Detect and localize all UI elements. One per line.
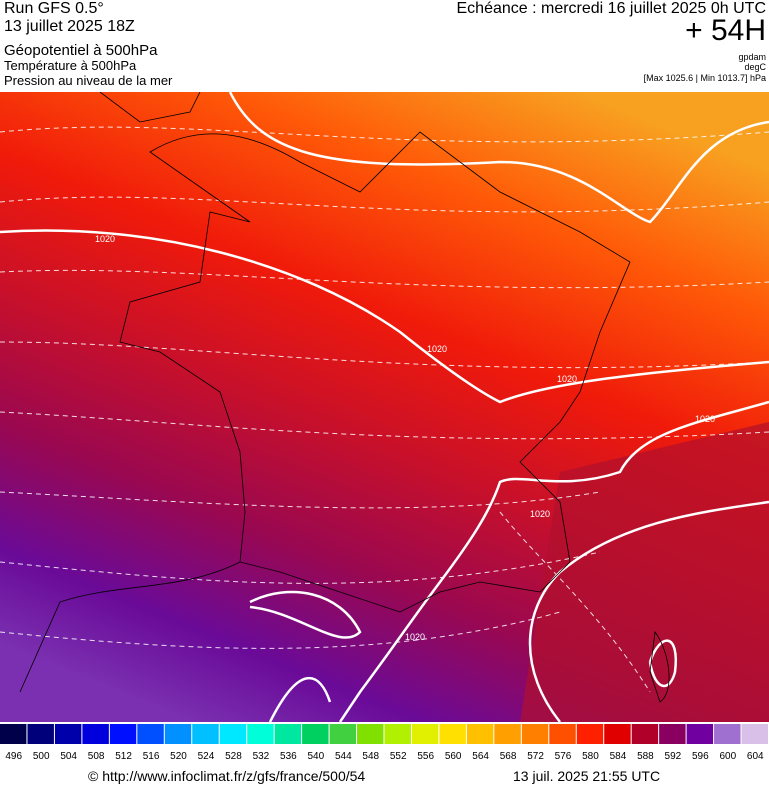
- color-swatch: [357, 724, 384, 744]
- isobar-label: 1020: [695, 414, 715, 424]
- colorbar-label: 512: [115, 751, 132, 762]
- colorbar-label: 600: [719, 751, 736, 762]
- colorbar-label: 496: [5, 751, 22, 762]
- map: 1020 1020 1020 1020 1020 1020: [0, 92, 769, 722]
- color-swatch: [137, 724, 164, 744]
- isobar-label: 1020: [557, 374, 577, 384]
- color-swatch: [631, 724, 659, 744]
- color-swatch: [439, 724, 466, 744]
- color-swatch: [741, 724, 768, 744]
- color-swatch: [0, 724, 27, 744]
- color-swatch: [714, 724, 741, 744]
- color-swatch: [54, 724, 82, 744]
- color-swatch: [686, 724, 714, 744]
- colorbar-label: 560: [445, 751, 462, 762]
- unit: gpdam: [738, 52, 766, 62]
- color-swatch: [659, 724, 686, 744]
- temperature-zone: [520, 422, 769, 722]
- country-borders: [19, 92, 670, 703]
- colorbar-label: 604: [747, 751, 764, 762]
- color-swatch: [302, 724, 329, 744]
- colorbar-label: 520: [170, 751, 187, 762]
- color-swatch: [219, 724, 247, 744]
- colorbar-label: 508: [88, 751, 105, 762]
- color-swatch: [494, 724, 521, 744]
- colorbar: 496 500 504 508 512 516 520 524 528 532 536 540 544 5…: [0, 724, 768, 762]
- colorbar-label: 516: [143, 751, 160, 762]
- color-swatch: [576, 724, 604, 744]
- echeance: Echéance : mercredi 16 juillet 2025 0h U…: [456, 0, 767, 17]
- colorbar-label: 544: [335, 751, 352, 762]
- colorbar-label: 588: [637, 751, 654, 762]
- temperature-isolines: [0, 126, 769, 693]
- color-swatch: [274, 724, 302, 744]
- color-swatch: [521, 724, 549, 744]
- colorbar-label: 548: [362, 751, 379, 762]
- colorbar-label: 532: [253, 751, 270, 762]
- run-date: 13 juillet 2025 18Z: [4, 18, 135, 35]
- colorbar-label: 564: [472, 751, 489, 762]
- timestamp: 13 juil. 2025 21:55 UTC: [513, 768, 661, 784]
- colorbar-label: 596: [692, 751, 709, 762]
- color-swatch: [549, 724, 576, 744]
- pressure-range: [Max 1025.6 | Min 1013.7] hPa: [643, 73, 766, 83]
- color-swatch: [82, 724, 109, 744]
- colorbar-label: 528: [225, 751, 242, 762]
- colorbar-label: 568: [500, 751, 517, 762]
- colorbar-label: 536: [280, 751, 297, 762]
- field-label: Géopotentiel à 500hPa: [4, 42, 158, 59]
- colorbar-label: 584: [610, 751, 627, 762]
- color-swatch: [604, 724, 631, 744]
- color-swatch: [411, 724, 439, 744]
- lead-time: + 54H: [685, 14, 766, 47]
- field-label: Température à 500hPa: [4, 58, 137, 73]
- colorbar-label: 504: [60, 751, 77, 762]
- colorbar-label: 572: [527, 751, 544, 762]
- isobar-label: 1020: [530, 509, 550, 519]
- color-swatch: [109, 724, 137, 744]
- colorbar-label: 580: [582, 751, 599, 762]
- unit: degC: [744, 62, 766, 72]
- colorbar-label: 524: [198, 751, 215, 762]
- colorbar-label: 500: [33, 751, 50, 762]
- field-label: Pression au niveau de la mer: [4, 73, 173, 88]
- colorbar-label: 556: [417, 751, 434, 762]
- color-swatch: [384, 724, 411, 744]
- colorbar-label: 552: [390, 751, 407, 762]
- color-swatch: [466, 724, 494, 744]
- pressure-isobars: [0, 92, 769, 722]
- color-swatch: [27, 724, 54, 744]
- isobar-label: 1020: [405, 632, 425, 642]
- color-swatch: [247, 724, 274, 744]
- isobar-label: 1020: [95, 234, 115, 244]
- colorbar-label: 576: [555, 751, 572, 762]
- color-swatch: [192, 724, 219, 744]
- colorbar-label: 592: [665, 751, 682, 762]
- source-url: © http://www.infoclimat.fr/z/gfs/france/…: [88, 768, 366, 784]
- run-title: Run GFS 0.5°: [4, 0, 104, 17]
- color-swatch: [164, 724, 192, 744]
- color-swatch: [329, 724, 357, 744]
- colorbar-label: 540: [307, 751, 324, 762]
- isobar-label: 1020: [427, 344, 447, 354]
